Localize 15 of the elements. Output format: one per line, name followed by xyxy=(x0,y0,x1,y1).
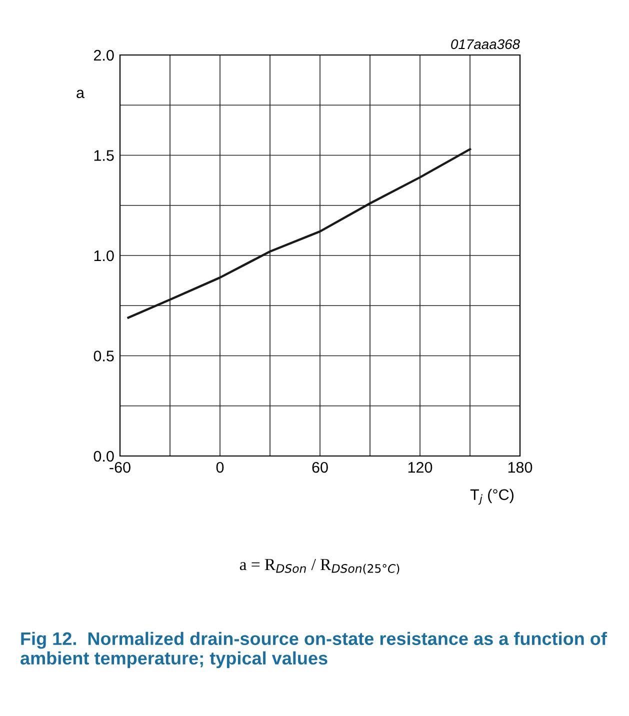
x-axis-title: T$_{j}$ (°C) xyxy=(470,488,514,505)
y-tick-label: 1.0 xyxy=(94,250,114,262)
x-tick-label: 120 xyxy=(408,462,432,473)
x-tick-label: 60 xyxy=(312,462,328,473)
x-tick-label: 180 xyxy=(508,462,532,473)
text: a = R$_{DSon}$ / R$_{DSon(25°C)}$ xyxy=(240,559,400,574)
x-tick-label: 0 xyxy=(216,462,224,473)
text: 017aaa368 xyxy=(451,39,520,50)
y-tick-label: 2.0 xyxy=(94,50,114,61)
y-tick-label: 1.5 xyxy=(94,150,114,161)
y-axis-title: a xyxy=(76,90,84,98)
y-tick-label: 0.0 xyxy=(94,450,114,462)
caption: Fig 12. Normalized drain-source on-state resistance as a function of ambient temperature; typical values xyxy=(20,632,607,668)
x-tick-label: -60 xyxy=(110,462,130,473)
y-tick-label: 0.5 xyxy=(94,350,114,362)
